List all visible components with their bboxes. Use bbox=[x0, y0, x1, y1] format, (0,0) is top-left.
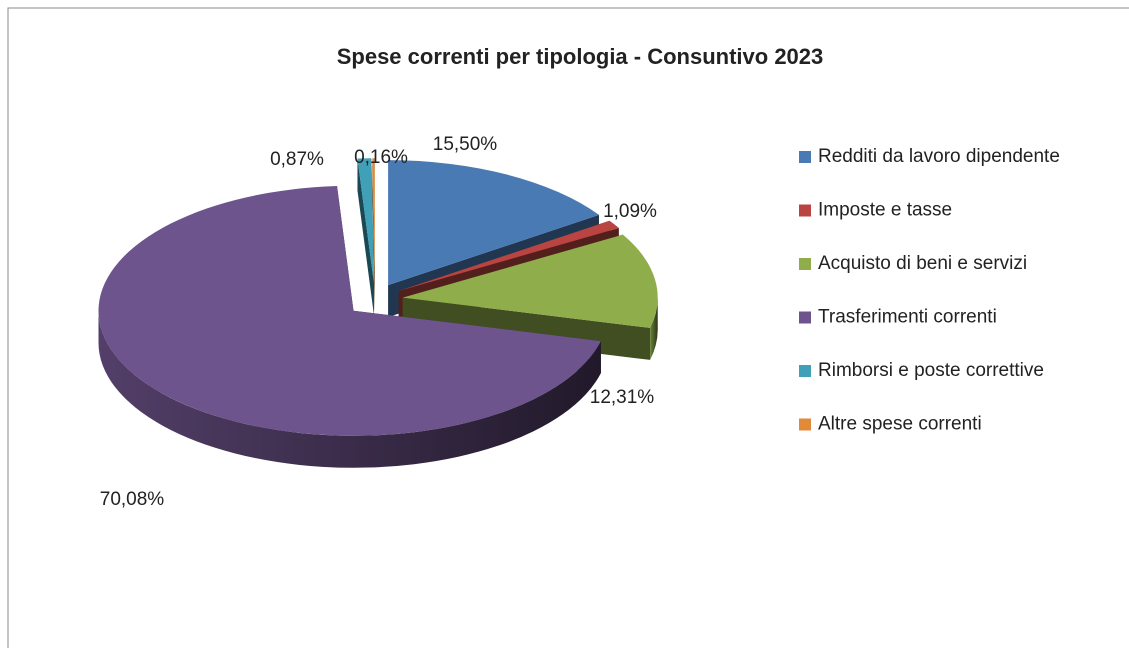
slice bbox=[98, 186, 601, 468]
data-label: 12,31% bbox=[590, 387, 655, 408]
legend-swatch bbox=[799, 204, 811, 217]
slice-top bbox=[372, 158, 375, 284]
slice-top bbox=[398, 220, 619, 292]
slice-side bbox=[650, 297, 658, 360]
legend-swatch bbox=[799, 258, 811, 270]
legend-label: Trasferimenti correnti bbox=[818, 307, 997, 328]
data-label: 0,16% bbox=[354, 147, 408, 168]
slice-face bbox=[372, 158, 375, 316]
slice-side bbox=[98, 310, 601, 468]
legend-swatch bbox=[799, 418, 811, 431]
legend-swatch bbox=[799, 311, 811, 324]
slice-top bbox=[98, 186, 601, 436]
legend-swatch bbox=[799, 151, 811, 163]
legend-label: Acquisto di beni e servizi bbox=[818, 253, 1027, 274]
slice-face bbox=[357, 158, 374, 316]
legend-label: Imposte e tasse bbox=[818, 200, 952, 221]
chart-title: Spese correnti per tipologia - Consuntiv… bbox=[337, 44, 824, 69]
slice bbox=[357, 158, 374, 316]
slice bbox=[372, 158, 375, 316]
slice-top bbox=[357, 158, 374, 284]
slice-top bbox=[388, 160, 599, 286]
legend-label: Redditi da lavoro dipendente bbox=[818, 146, 1060, 167]
data-label: 15,50% bbox=[433, 134, 498, 155]
legend-label: Altre spese correnti bbox=[818, 414, 982, 435]
legend-label: Rimborsi e poste correttive bbox=[818, 360, 1044, 381]
data-label: 0,87% bbox=[270, 149, 324, 170]
slice-top bbox=[402, 234, 658, 328]
legend-swatch bbox=[799, 365, 811, 377]
data-label: 70,08% bbox=[100, 489, 165, 510]
data-label: 1,09% bbox=[603, 201, 657, 222]
